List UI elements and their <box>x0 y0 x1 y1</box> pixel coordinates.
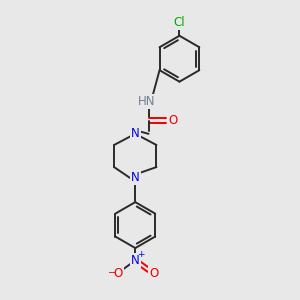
Text: +: + <box>137 250 145 259</box>
Text: N: N <box>131 254 140 267</box>
Text: O: O <box>168 114 178 127</box>
Text: N: N <box>131 172 140 184</box>
Text: O: O <box>114 267 123 280</box>
Text: N: N <box>131 127 140 140</box>
Text: Cl: Cl <box>174 16 185 29</box>
Text: HN: HN <box>137 95 155 108</box>
Text: −: − <box>108 268 116 278</box>
Text: O: O <box>149 267 158 280</box>
